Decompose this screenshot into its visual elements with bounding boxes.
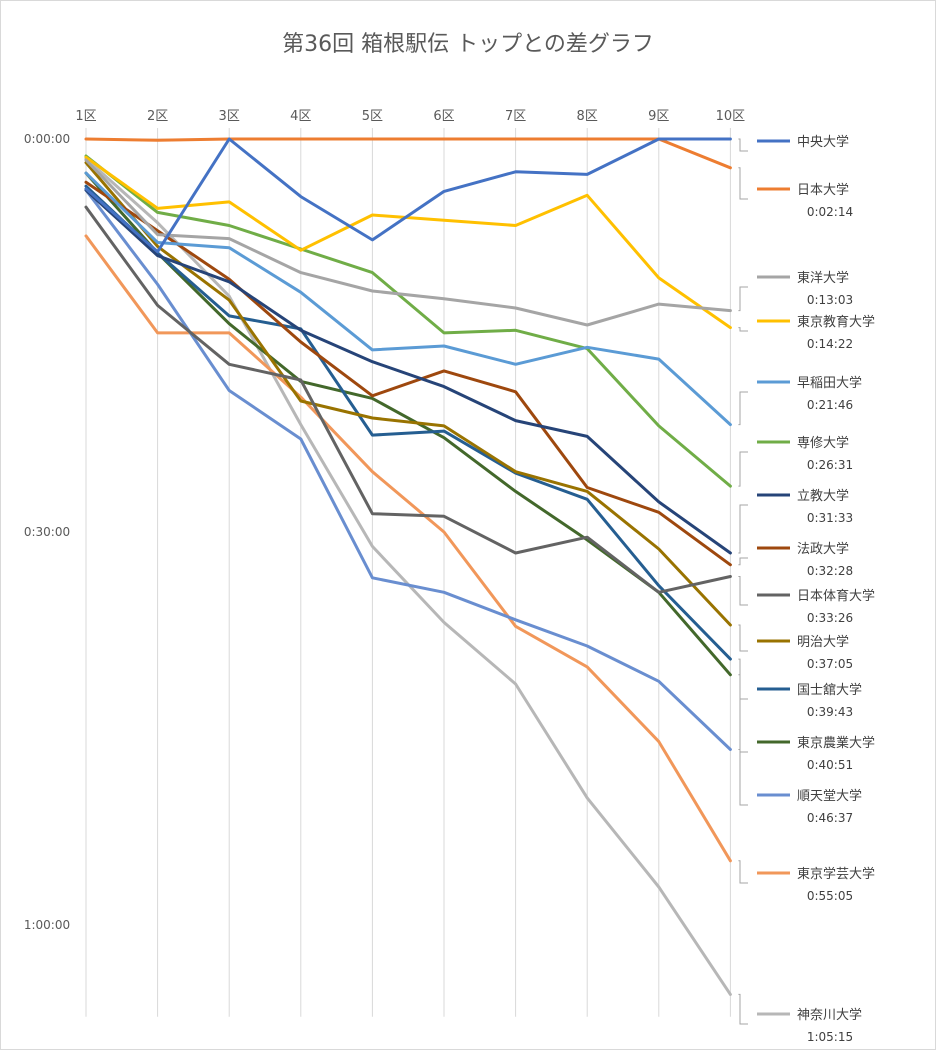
chart-title: 第36回 箱根駅伝 トップとの差グラフ [282,32,654,57]
legend-label: 専修大学 [797,435,849,451]
series-line-13 [84,188,732,751]
legend-leader-line [738,167,748,200]
series-line-4 [84,155,732,330]
series-line-9 [84,205,732,594]
series-line-7 [84,188,732,555]
x-tick-label: 7区 [505,109,526,124]
legend-leader-line [738,624,748,652]
legend-label: 神奈川大学 [797,1007,862,1023]
data-label: 0:32:28 [807,564,853,578]
x-tick-label: 9区 [648,109,669,124]
legend-label: 立教大学 [797,488,849,504]
data-label: 0:33:26 [807,611,853,625]
x-tick-label: 1区 [75,109,96,124]
legend-leader-line [738,576,748,606]
x-tick-label: 10区 [716,109,746,124]
legend-leader-line [738,138,748,152]
series-line-8 [84,180,732,567]
data-label: 0:26:31 [807,458,853,472]
data-label: 0:02:14 [807,205,853,219]
data-label: 0:37:05 [807,657,853,671]
legend-label: 早稲田大学 [797,375,862,391]
y-tick-label: 0:30:00 [24,525,70,539]
legend-leader-line [738,674,748,753]
data-label: 0:31:33 [807,511,853,525]
x-tick-label: 6区 [433,109,454,124]
legend-label: 東京学芸大学 [797,866,875,882]
data-label: 0:21:46 [807,398,853,412]
data-label: 0:14:22 [807,337,853,351]
series-line-6 [84,154,732,488]
legend-label: 法政大学 [797,541,849,557]
legend-label: 順天堂大学 [797,788,862,804]
y-tick-label: 0:00:00 [24,132,70,146]
legend-label: 東洋大学 [797,270,849,286]
legend-leader-line [738,860,748,884]
x-tick-label: 2区 [147,109,168,124]
x-tick-label: 3区 [219,109,240,124]
legend-label: 中央大学 [797,134,849,150]
data-label: 0:55:05 [807,889,853,903]
series-line-10 [84,161,732,627]
x-tick-label: 5区 [362,109,383,124]
series-line-5 [84,171,732,427]
legend-leader-line [738,504,748,554]
legend-label: 日本大学 [797,182,849,198]
legend-leader-line [738,327,748,332]
data-label: 0:46:37 [807,811,853,825]
data-label: 0:40:51 [807,758,853,772]
legend-leader-line [738,749,748,806]
y-tick-label: 1:00:00 [24,918,70,932]
legend-label: 東京農業大学 [797,735,875,751]
legend-leader-line [738,391,748,426]
x-tick-label: 4区 [290,109,311,124]
legend-leader-line [738,993,748,1025]
series-line-2 [84,137,732,170]
legend-label: 日本体育大学 [797,588,875,604]
legend-leader-line [738,286,748,312]
legend-label: 東京教育大学 [797,314,875,330]
data-label: 0:13:03 [807,293,853,307]
series-line-15 [84,157,732,996]
x-tick-label: 8区 [577,109,598,124]
legend-leader-line [738,557,748,566]
legend-label: 国士舘大学 [797,682,862,698]
legend-leader-line [738,451,748,487]
data-label: 1:05:15 [807,1030,853,1044]
series-line-11 [84,184,732,661]
legend-label: 明治大学 [797,634,849,650]
series-line-3 [84,158,732,327]
data-label: 0:39:43 [807,705,853,719]
series-line-1 [84,137,732,254]
series-line-14 [84,234,732,863]
